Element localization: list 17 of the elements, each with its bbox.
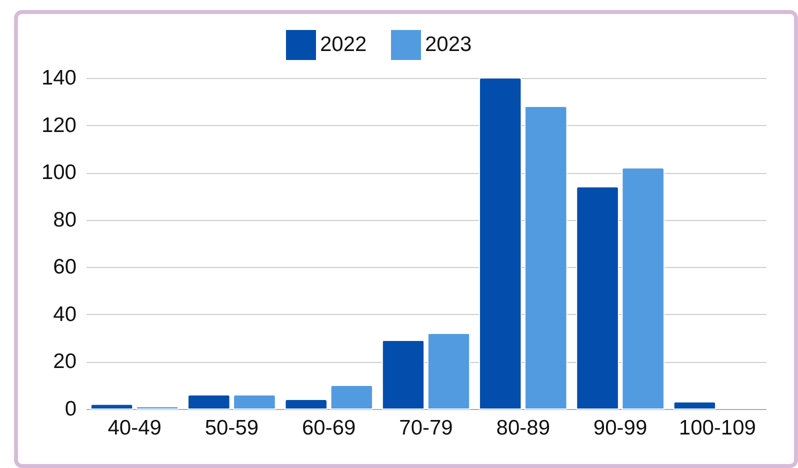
x-tick-label: 60-69 <box>302 416 356 440</box>
legend-label: 2023 <box>425 33 472 56</box>
y-tick-label: 40 <box>53 302 76 326</box>
x-tick-label: 70-79 <box>399 416 453 440</box>
y-tick-label: 60 <box>53 256 76 279</box>
y-tick-label: 20 <box>53 350 76 374</box>
x-tick-label: 50-59 <box>204 416 259 440</box>
x-tick-label: 40-49 <box>108 416 162 440</box>
y-tick-label: 80 <box>53 208 76 232</box>
y-tick-label: 140 <box>41 66 76 90</box>
legend-label: 2022 <box>320 33 367 56</box>
x-tick-label: 80-89 <box>496 416 550 440</box>
x-tick-label: 90-99 <box>593 416 648 440</box>
y-tick-label: 100 <box>41 161 76 184</box>
x-tick-label: 100-109 <box>678 416 756 440</box>
y-tick-label: 120 <box>41 114 76 137</box>
y-tick-label: 0 <box>64 398 76 420</box>
